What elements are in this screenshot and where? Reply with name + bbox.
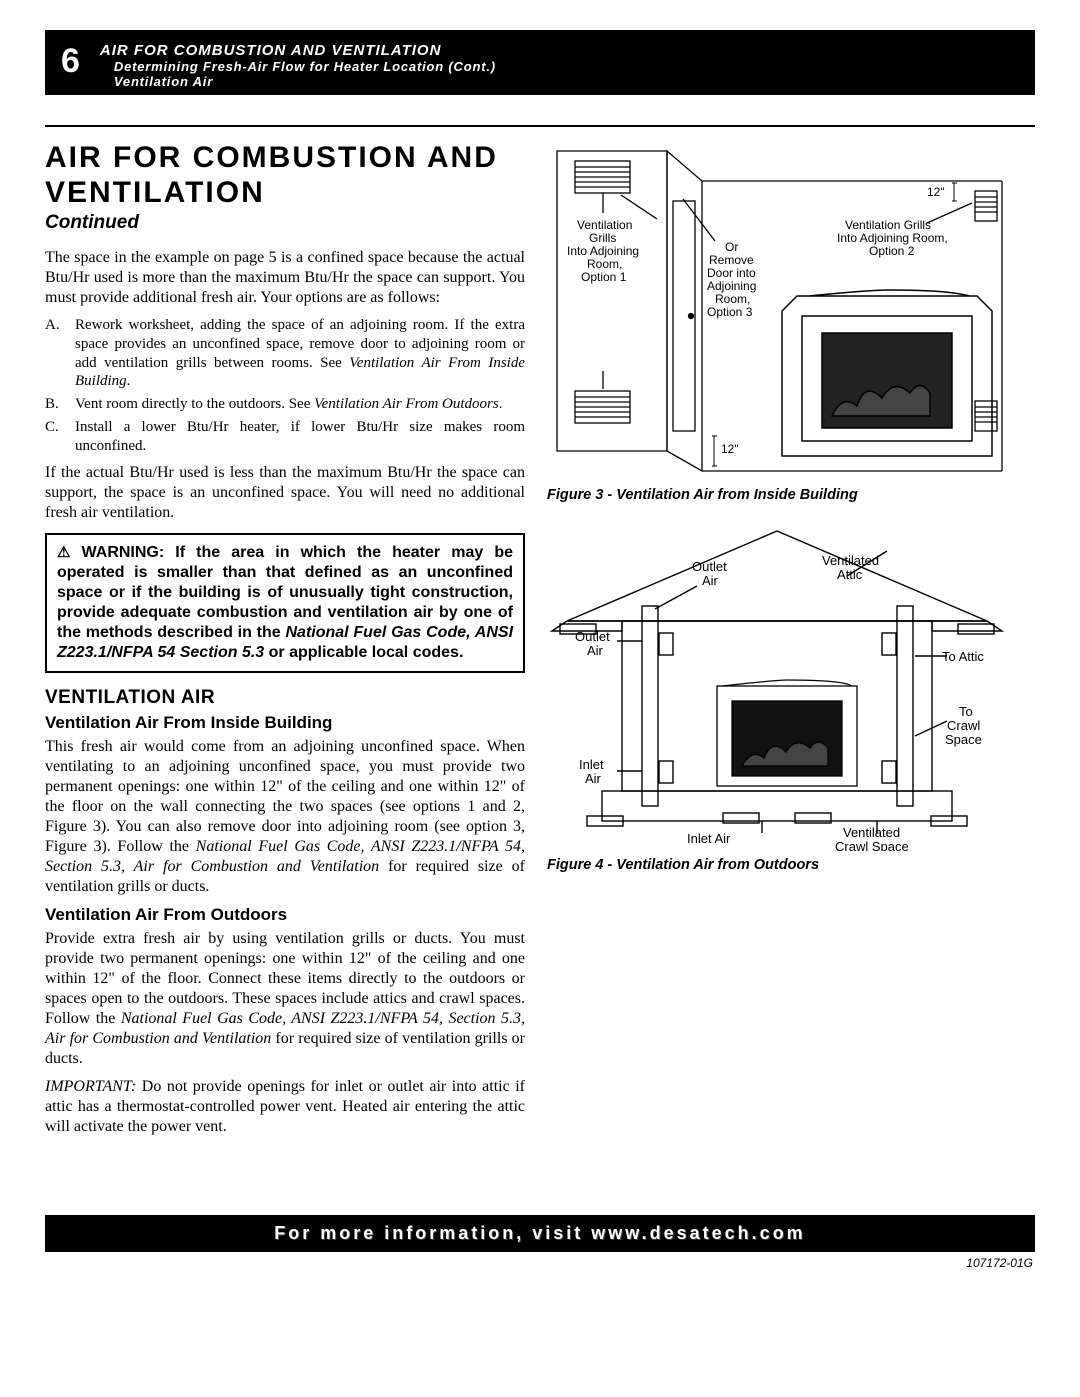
horizontal-rule [45,125,1035,127]
header-text: AIR FOR COMBUSTION AND VENTILATION Deter… [100,36,496,89]
svg-text:ToCrawlSpace: ToCrawlSpace [945,704,982,747]
paragraph-unconfined: If the actual Btu/Hr used is less than t… [45,463,525,523]
option-b-text: Vent room directly to the outdoors. See [75,396,314,412]
important-paragraph: IMPORTANT: Do not provide openings for i… [45,1077,525,1137]
svg-text:OrRemoveDoor intoAdjoiningRoom: OrRemoveDoor intoAdjoiningRoom,Option 3 [707,240,756,319]
svg-text:Ventilation GrillsInto Adjoini: Ventilation GrillsInto Adjoining Room,Op… [837,218,948,258]
svg-text:VentilationGrillsInto Adjoinin: VentilationGrillsInto AdjoiningRoom,Opti… [567,218,639,284]
svg-text:Inlet Air: Inlet Air [687,831,731,846]
continued-label: Continued [45,212,525,234]
svg-text:12": 12" [721,442,739,456]
figure-3: 12" 12" [547,141,1035,503]
option-a: A. Rework worksheet, adding the space of… [45,316,525,391]
page-number: 6 [45,36,100,86]
inside-heading: Ventilation Air From Inside Building [45,713,525,733]
svg-text:InletAir: InletAir [579,757,604,786]
left-column: AIR FOR COMBUSTION AND VENTILATION Conti… [45,141,525,1145]
ventilation-air-heading: VENTILATION AIR [45,687,525,709]
outdoors-paragraph: Provide extra fresh air by using ventila… [45,929,525,1069]
page-title: AIR FOR COMBUSTION AND VENTILATION [45,141,525,210]
header-section: AIR FOR COMBUSTION AND VENTILATION [100,42,496,59]
right-column: 12" 12" [547,141,1035,1145]
figure-4: OutletAir VentilatedAttic OutletAir To A… [547,521,1035,873]
option-a-tail: . [127,373,131,389]
page-header: 6 AIR FOR COMBUSTION AND VENTILATION Det… [45,30,1035,95]
document-id: 107172-01G [45,1256,1035,1270]
figure-3-caption: Figure 3 - Ventilation Air from Inside B… [547,487,1035,503]
important-label: IMPORTANT: [45,1078,136,1095]
svg-text:OutletAir: OutletAir [575,629,610,658]
header-subsubsection: Ventilation Air [100,74,496,89]
svg-text:VentilatedAttic: VentilatedAttic [822,553,879,582]
figure-3-svg: 12" 12" [547,141,1007,481]
option-label: C. [45,418,75,456]
svg-text:To Attic: To Attic [942,649,984,664]
options-list: A. Rework worksheet, adding the space of… [45,316,525,455]
svg-text:OutletAir: OutletAir [692,559,727,588]
warning-box: ⚠ WARNING: If the area in which the heat… [45,533,525,673]
footer-bar: For more information, visit www.desatech… [45,1215,1035,1252]
outdoors-heading: Ventilation Air From Outdoors [45,905,525,925]
header-subsection: Determining Fresh-Air Flow for Heater Lo… [100,59,496,74]
option-label: A. [45,316,75,391]
intro-paragraph: The space in the example on page 5 is a … [45,248,525,308]
inside-paragraph: This fresh air would come from an adjoin… [45,737,525,897]
figure-4-svg: OutletAir VentilatedAttic OutletAir To A… [547,521,1007,851]
warning-icon: ⚠ [57,544,70,563]
svg-text:VentilatedCrawl Space: VentilatedCrawl Space [835,825,909,851]
svg-text:12": 12" [927,185,945,199]
option-b: B. Vent room directly to the outdoors. S… [45,395,525,414]
option-label: B. [45,395,75,414]
figure-4-caption: Figure 4 - Ventilation Air from Outdoors [547,857,1035,873]
footer-text: For more information, visit www.desatech… [274,1223,805,1243]
option-b-ref: Ventilation Air From Outdoors [314,396,499,412]
option-c: C. Install a lower Btu/Hr heater, if low… [45,418,525,456]
option-c-text: Install a lower Btu/Hr heater, if lower … [75,418,525,456]
warning-tail: or applicable local codes. [264,644,463,661]
option-b-tail: . [499,396,503,412]
